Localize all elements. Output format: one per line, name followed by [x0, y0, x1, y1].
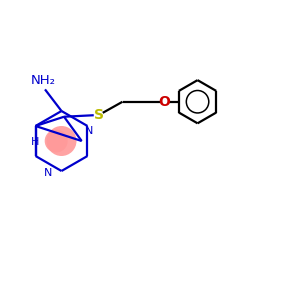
Text: O: O [159, 95, 170, 109]
Text: N: N [44, 167, 52, 178]
Text: H: H [31, 137, 40, 147]
Circle shape [45, 130, 68, 152]
Text: N: N [85, 127, 93, 136]
Text: S: S [94, 108, 103, 122]
Circle shape [46, 126, 76, 156]
Text: NH₂: NH₂ [31, 74, 56, 87]
